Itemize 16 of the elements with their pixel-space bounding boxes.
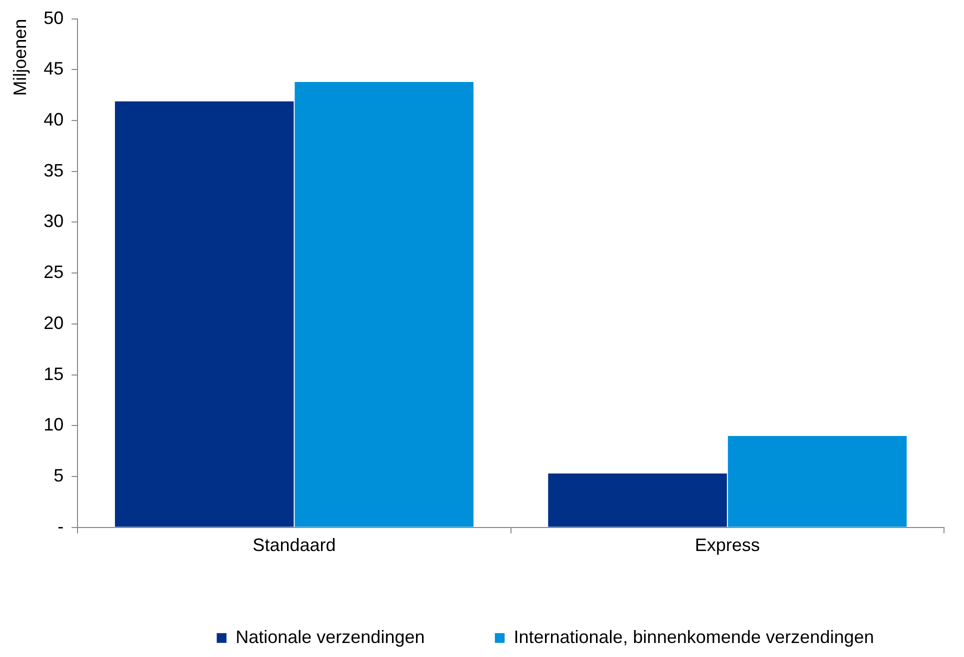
- x-tick-label: Standaard: [252, 535, 336, 556]
- y-tick-label: 20: [44, 312, 64, 333]
- y-tick-label: 40: [44, 109, 64, 130]
- y-tick-label: 15: [44, 364, 64, 384]
- legend-label: Internationale, binnenkomende verzendingen: [514, 626, 874, 647]
- y-tick-label: 25: [44, 262, 64, 282]
- y-tick-label: -: [58, 516, 64, 536]
- y-tick-label: 35: [44, 160, 64, 180]
- y-tick-label: 30: [44, 211, 64, 232]
- x-tick-label: Express: [694, 535, 760, 556]
- y-tick-label: 10: [44, 414, 64, 435]
- y-tick-label: 45: [44, 58, 64, 79]
- y-axis-title: Miljoenen: [10, 18, 30, 96]
- legend-label: Nationale verzendingen: [236, 626, 425, 647]
- y-tick-label: 50: [44, 8, 64, 28]
- y-tick-label: 5: [54, 466, 64, 486]
